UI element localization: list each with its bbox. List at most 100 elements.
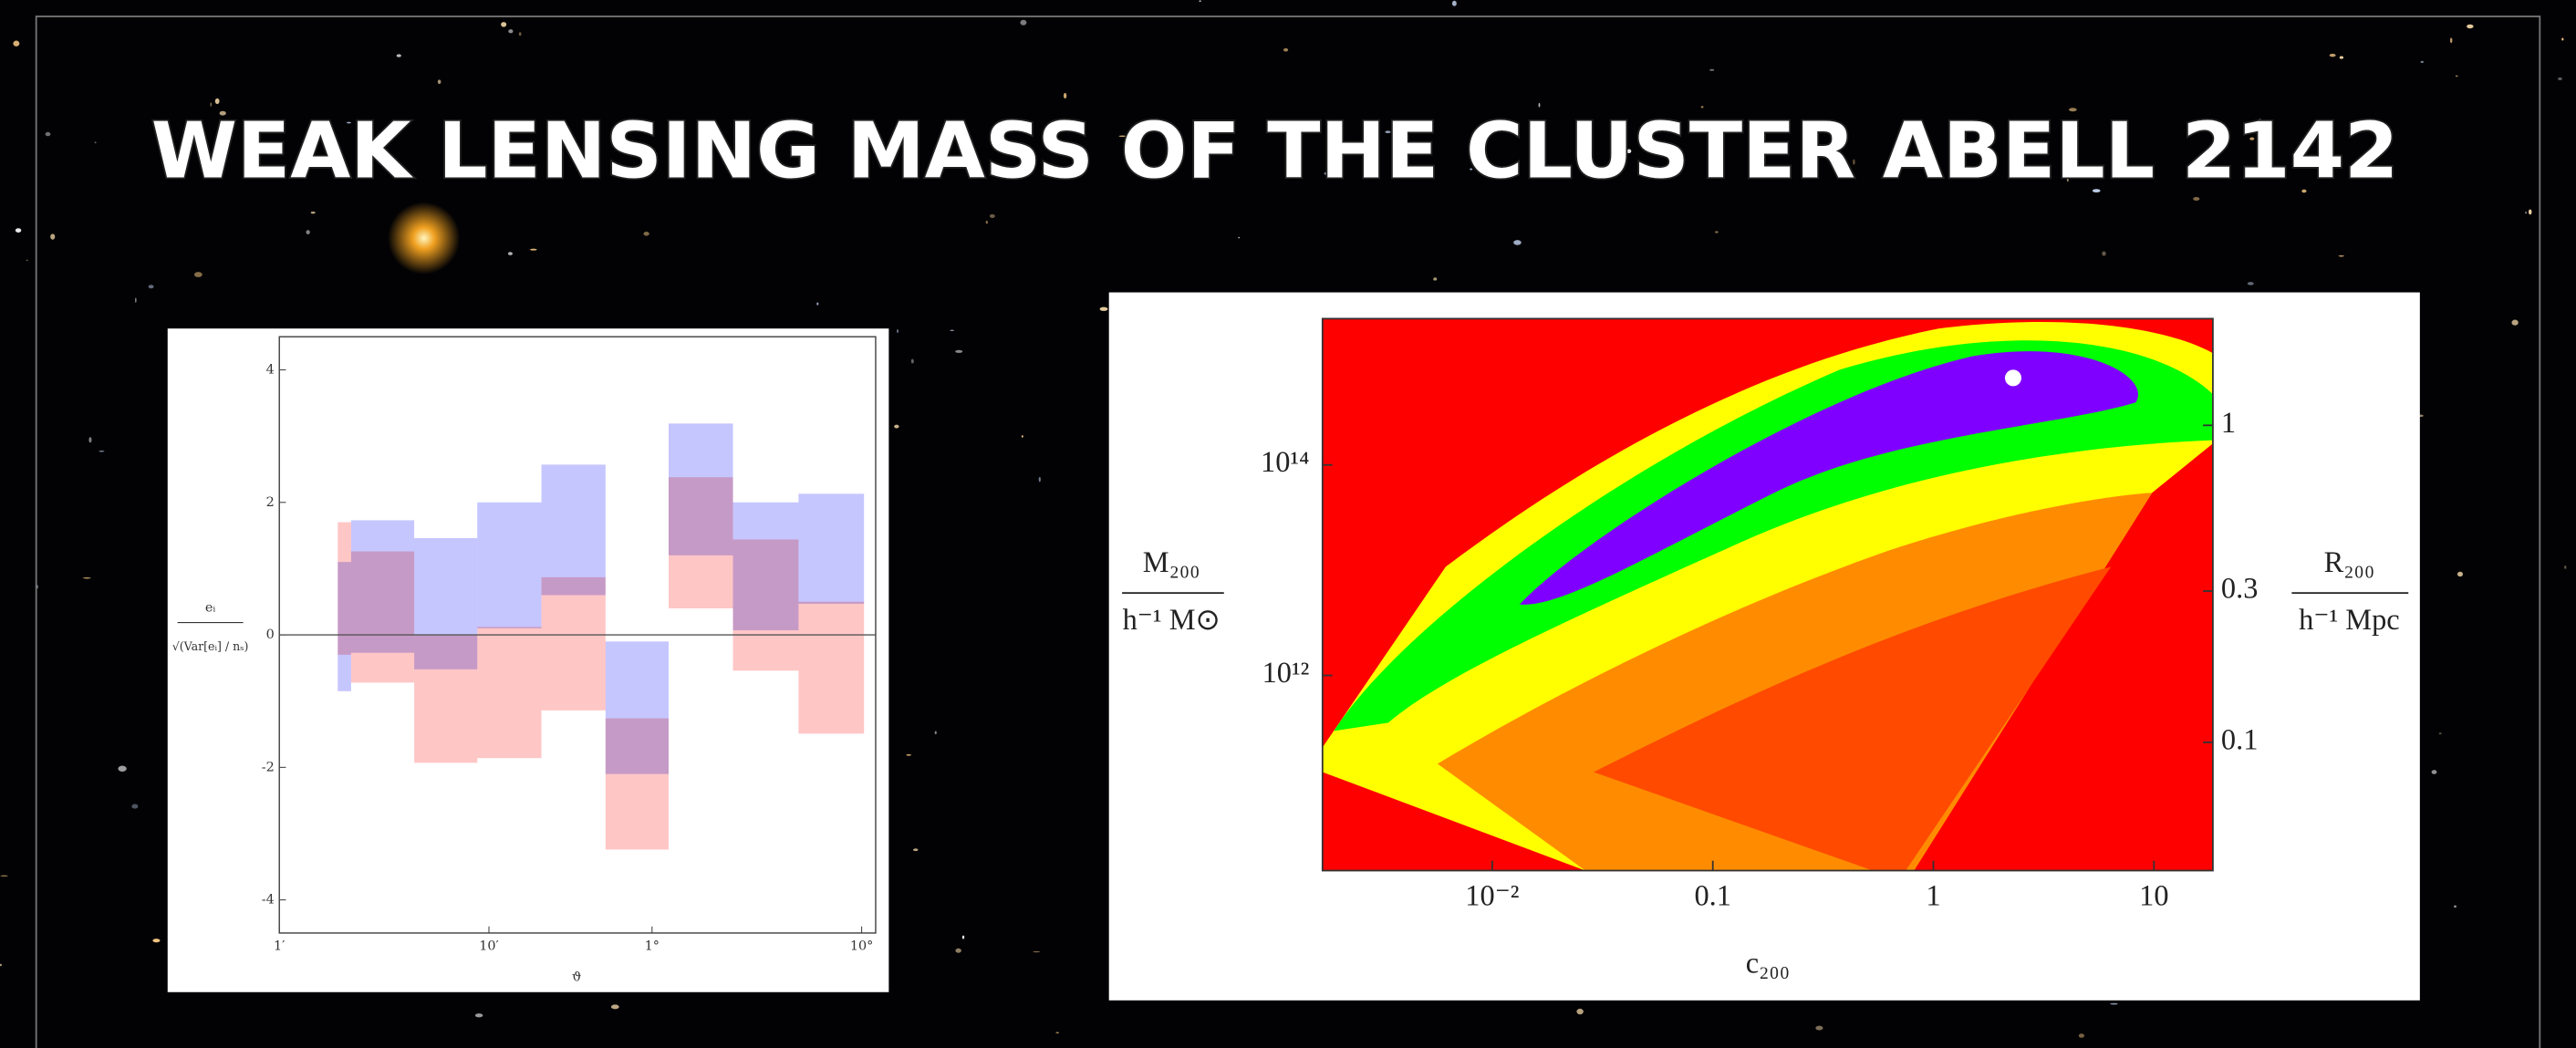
star	[1715, 231, 1719, 233]
star	[2102, 251, 2106, 256]
range-bar	[414, 635, 478, 763]
plot-frame	[1321, 317, 2214, 872]
x-tick-label: 10°	[850, 939, 874, 953]
star	[148, 285, 154, 289]
y-label-numerator: eᵢ	[205, 600, 216, 615]
star	[913, 848, 919, 852]
star	[2338, 254, 2344, 257]
star	[94, 141, 97, 144]
star	[910, 358, 914, 364]
star	[508, 29, 514, 34]
star	[816, 302, 819, 306]
range-bar	[605, 718, 669, 850]
y-label-denominator: √(Var[eᵢ] / nₛ)	[172, 639, 249, 653]
star	[2110, 1002, 2118, 1005]
star	[1020, 19, 1027, 26]
star	[1063, 92, 1067, 99]
star	[2260, 145, 2266, 150]
star	[2247, 282, 2254, 285]
star	[1853, 159, 1855, 165]
star	[2193, 196, 2200, 202]
star	[2467, 24, 2474, 29]
y-tick-label: 4	[266, 363, 275, 378]
star	[1433, 277, 1438, 281]
star	[1385, 130, 1391, 134]
x-tick-label: 1°	[645, 939, 660, 953]
star	[2511, 319, 2519, 326]
star	[950, 329, 954, 332]
range-bar	[541, 464, 606, 596]
star	[1118, 135, 1127, 138]
star	[474, 1013, 483, 1018]
x-tick-label: 1	[1926, 880, 1940, 913]
range-bar	[338, 522, 351, 655]
star	[50, 233, 56, 240]
star	[2329, 53, 2336, 57]
y-tick-label: -4	[262, 893, 275, 908]
range-bar	[798, 493, 865, 604]
star	[118, 765, 127, 772]
star	[518, 32, 522, 36]
star	[2339, 56, 2344, 59]
y-tick-label: 0	[266, 628, 275, 642]
star	[134, 297, 137, 304]
star	[2558, 77, 2562, 80]
x-tick-label: 0.1	[1694, 880, 1731, 913]
star	[1033, 950, 1041, 953]
star	[1055, 1032, 1060, 1034]
star	[152, 939, 161, 943]
star	[610, 1004, 619, 1010]
region	[1334, 340, 2213, 732]
star	[2420, 60, 2424, 63]
star	[1038, 476, 1041, 482]
star	[2068, 108, 2077, 112]
star	[1626, 149, 1632, 153]
star	[214, 98, 220, 105]
y-tick-label: 10¹⁴	[1261, 446, 1309, 479]
star	[1324, 171, 1329, 175]
galaxy	[388, 202, 461, 275]
star	[1199, 0, 1201, 3]
range-bar	[541, 576, 606, 711]
star	[643, 231, 649, 236]
star	[0, 875, 8, 877]
star	[989, 213, 995, 218]
contour-chart: M₂₀₀ h⁻¹ M⊙ R₂₀₀ h⁻¹ Mpc c₂₀₀ 10⁻² 0.1 1 10…	[1108, 292, 2420, 1001]
star	[26, 259, 28, 262]
star	[2092, 189, 2101, 192]
star	[2258, 119, 2262, 125]
star	[36, 585, 38, 589]
star	[88, 437, 92, 443]
star	[131, 804, 139, 809]
y2-tick-label: 1	[2221, 407, 2236, 440]
star	[45, 131, 51, 137]
star	[2457, 571, 2464, 577]
star	[82, 576, 91, 579]
star	[2301, 189, 2307, 193]
slide-title: WEAK LENSING MASS OF THE CLUSTER ABELL 2…	[151, 106, 2399, 196]
star	[306, 230, 310, 234]
star	[2455, 75, 2458, 78]
star	[1470, 168, 1473, 171]
star	[2561, 37, 2564, 41]
x-tick-label: 1′	[274, 939, 285, 953]
star	[1238, 236, 1241, 239]
shear-chart: eᵢ √(Var[eᵢ] / nₛ) ϑ -4 -2 0 2 4 1′ 10′ 1° 10°	[167, 328, 889, 992]
x-tick-label: 10′	[479, 939, 499, 953]
star	[396, 54, 401, 57]
star	[529, 248, 537, 251]
star	[2078, 1033, 2085, 1038]
star	[906, 753, 911, 756]
y2-label-denominator: h⁻¹ Mpc	[2299, 604, 2400, 637]
y-tick-label: -2	[262, 760, 275, 774]
star	[1451, 0, 1457, 6]
star	[894, 424, 899, 429]
star	[2066, 177, 2069, 182]
star	[1148, 171, 1154, 176]
star	[13, 40, 20, 47]
star	[0, 963, 3, 967]
star	[2199, 158, 2208, 161]
star	[2449, 37, 2453, 44]
star	[934, 731, 937, 734]
range-bar	[477, 627, 542, 759]
